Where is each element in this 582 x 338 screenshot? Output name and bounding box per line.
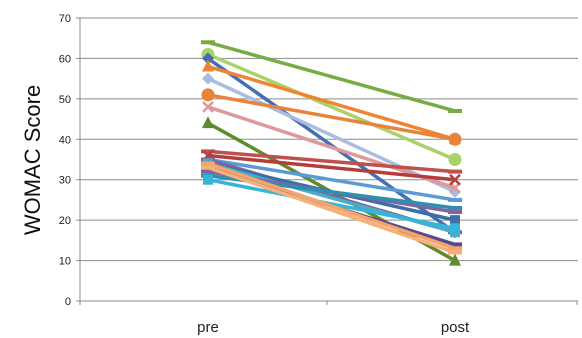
x-tick-label-post: post — [441, 319, 470, 336]
y-axis-title: WOMAC Score — [20, 85, 45, 235]
data-point — [202, 101, 214, 113]
y-tick-label: 60 — [59, 53, 71, 65]
x-tick-label-pre: pre — [197, 319, 219, 336]
y-tick-label: 20 — [59, 215, 71, 227]
data-point — [203, 174, 213, 185]
data-point — [449, 173, 461, 186]
data-point — [448, 153, 462, 166]
series-line — [206, 165, 457, 255]
y-tick-label: 10 — [59, 256, 71, 268]
data-point — [202, 59, 214, 72]
data-point — [450, 215, 460, 226]
series-1 — [201, 40, 462, 113]
y-tick-label: 40 — [59, 134, 71, 146]
y-tick-label: 30 — [59, 175, 71, 187]
series-6 — [201, 88, 462, 146]
series-line — [206, 153, 457, 182]
tick-labels: 0 10 20 30 40 50 60 70 pre post — [59, 13, 470, 336]
series-line — [206, 40, 457, 113]
data-point — [448, 132, 462, 146]
gridlines — [80, 17, 578, 262]
data-point — [449, 185, 461, 198]
series-18 — [203, 174, 460, 234]
series-line — [206, 93, 457, 142]
data-point — [201, 88, 215, 102]
series-line — [206, 64, 457, 142]
data-point — [202, 72, 214, 85]
data-point — [202, 116, 214, 129]
series-line — [206, 177, 457, 230]
data-point — [450, 223, 460, 234]
y-tick-label: 50 — [59, 94, 71, 106]
series-line — [206, 149, 457, 174]
y-tick-label: 0 — [65, 296, 71, 308]
axes — [76, 17, 578, 305]
data-point — [202, 52, 214, 65]
series-19 — [201, 161, 462, 251]
series-line — [206, 52, 457, 162]
series-line — [206, 157, 457, 202]
series-lines — [201, 40, 462, 266]
series-20 — [201, 165, 462, 255]
data-point — [449, 253, 461, 266]
series-line — [206, 161, 457, 251]
y-tick-label: 70 — [59, 13, 71, 25]
